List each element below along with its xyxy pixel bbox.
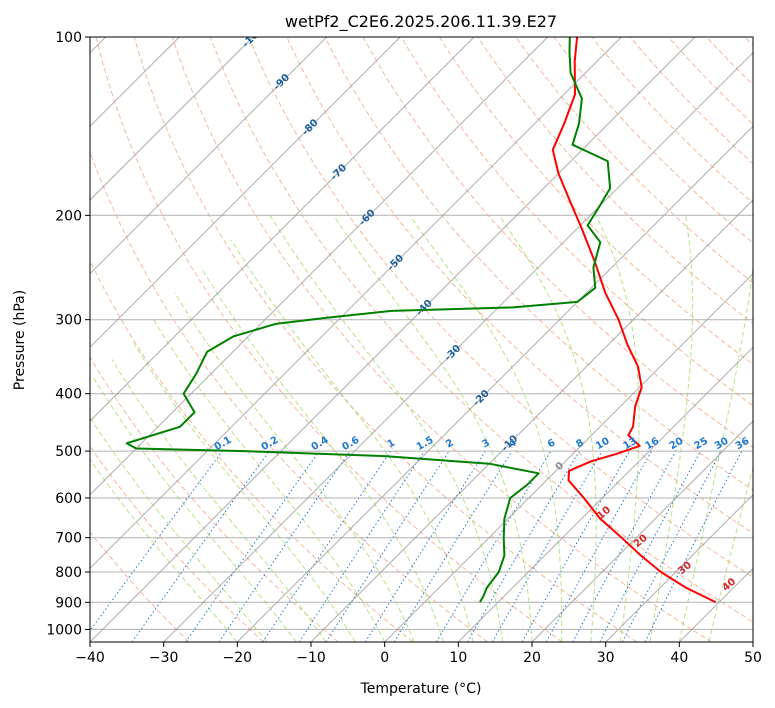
dry-adiabat	[171, 37, 712, 642]
dry-adiabat	[90, 259, 414, 642]
moist-adiabat	[649, 215, 694, 642]
mixing-ratio-line	[218, 450, 351, 642]
x-tick-label: −20	[223, 650, 253, 666]
mixing-ratio-label: 1	[386, 437, 398, 450]
isotherm-line	[90, 37, 622, 570]
moist-adiabat	[92, 376, 297, 642]
x-tick-label: 20	[523, 650, 541, 666]
moist-adiabat	[174, 292, 415, 642]
moist-adiabat	[678, 264, 753, 642]
dry-adiabat	[90, 531, 190, 642]
dry-adiabat	[553, 37, 753, 244]
mixing-ratio-line	[90, 450, 223, 632]
isobar-gridlines	[90, 37, 753, 630]
x-axis-label: Temperature (°C)	[360, 681, 482, 697]
mixing-ratio-label: 8	[574, 437, 586, 450]
mixing-ratio-line	[364, 450, 486, 642]
mixing-ratio-line	[572, 450, 677, 642]
mixing-ratio-line	[491, 450, 603, 642]
mixing-ratio-line	[325, 450, 450, 642]
y-tick-label: 1000	[46, 622, 82, 638]
y-tick-label: 400	[55, 387, 82, 403]
isotherm-line	[90, 37, 401, 349]
mixing-ratio-line	[185, 450, 320, 642]
isotherm-line	[531, 420, 753, 642]
dry-adiabat	[591, 37, 753, 204]
isotherm-line	[90, 37, 696, 642]
dry-adiabat	[477, 37, 753, 325]
isotherm-line	[90, 37, 328, 275]
mixing-ratio-label: 6	[546, 437, 558, 450]
dry-adiabat	[210, 37, 753, 623]
mixing-ratio-label: 3	[480, 437, 492, 450]
dry-adiabat	[248, 37, 753, 578]
y-tick-label: 300	[55, 313, 82, 329]
x-tick-label: 10	[449, 650, 467, 666]
isotherm-line	[605, 493, 753, 642]
mixing-ratio-line	[393, 450, 513, 642]
x-tick-label: 30	[597, 650, 615, 666]
y-tick-label: 700	[55, 531, 82, 547]
isotherm-line	[90, 37, 475, 422]
moist-adiabat	[200, 267, 445, 642]
isotherm-line	[90, 37, 254, 201]
y-tick-label: 100	[55, 30, 82, 46]
moist-adiabat	[408, 215, 563, 642]
x-tick-label: −40	[75, 650, 105, 666]
x-tick-label: −10	[296, 650, 326, 666]
mixing-ratio-label: 2	[444, 437, 456, 450]
moist-adiabat	[498, 215, 597, 642]
plot-frame	[89, 36, 754, 643]
dry-adiabat	[286, 37, 753, 534]
moist-adiabat	[269, 215, 503, 642]
dry-adiabat	[324, 37, 753, 491]
temperature-line	[551, 37, 717, 603]
dry-adiabat	[438, 37, 753, 365]
x-tick-label: −30	[149, 650, 179, 666]
mixing-ratio-line	[467, 450, 580, 642]
y-axis-label: Pressure (hPa)	[12, 290, 28, 390]
dewpoint-line	[125, 37, 612, 603]
isotherm-line	[236, 125, 753, 642]
isotherm-line	[457, 346, 753, 642]
sounding-traces	[125, 37, 717, 603]
x-tick-label: 50	[744, 650, 762, 666]
isotherm-line	[384, 272, 753, 642]
moist-adiabat	[153, 319, 386, 642]
moist-adiabat	[230, 239, 474, 642]
dry-adiabat	[400, 37, 753, 407]
isotherm-line	[310, 199, 753, 642]
x-axis-ticks: −40 −30 −20 −10 0 10 20 30 40 50	[75, 642, 762, 666]
dry-adiabat	[90, 150, 488, 642]
dry-adiabat	[90, 356, 339, 642]
chart-title: wetPf2_C2E6.2025.206.11.39.E27	[285, 12, 557, 32]
moist-adiabat	[90, 416, 268, 642]
x-tick-label: 0	[380, 650, 389, 666]
dry-adiabat	[95, 37, 563, 642]
y-tick-label: 500	[55, 444, 82, 460]
y-tick-label: 600	[55, 491, 82, 507]
mixing-ratio-line	[521, 450, 630, 642]
mixing-ratio-label: 4	[507, 437, 519, 450]
dry-adiabat	[133, 37, 638, 642]
x-tick-label: 40	[670, 650, 688, 666]
mixing-ratio-line	[435, 450, 552, 642]
y-tick-label: 900	[55, 595, 82, 611]
isotherm-line	[163, 51, 753, 642]
mixing-ratio-line	[131, 450, 270, 642]
y-tick-label: 800	[55, 565, 82, 581]
moist-adiabat	[90, 458, 238, 642]
skewed-isotherms	[90, 37, 753, 642]
moist-adiabat	[595, 215, 640, 642]
isotherm-line	[90, 37, 549, 496]
y-tick-label: 200	[55, 208, 82, 224]
y-axis-ticks: 100 200 300 400 500 600 700 800 900 1000	[46, 30, 90, 638]
moist-adiabat	[708, 465, 753, 642]
